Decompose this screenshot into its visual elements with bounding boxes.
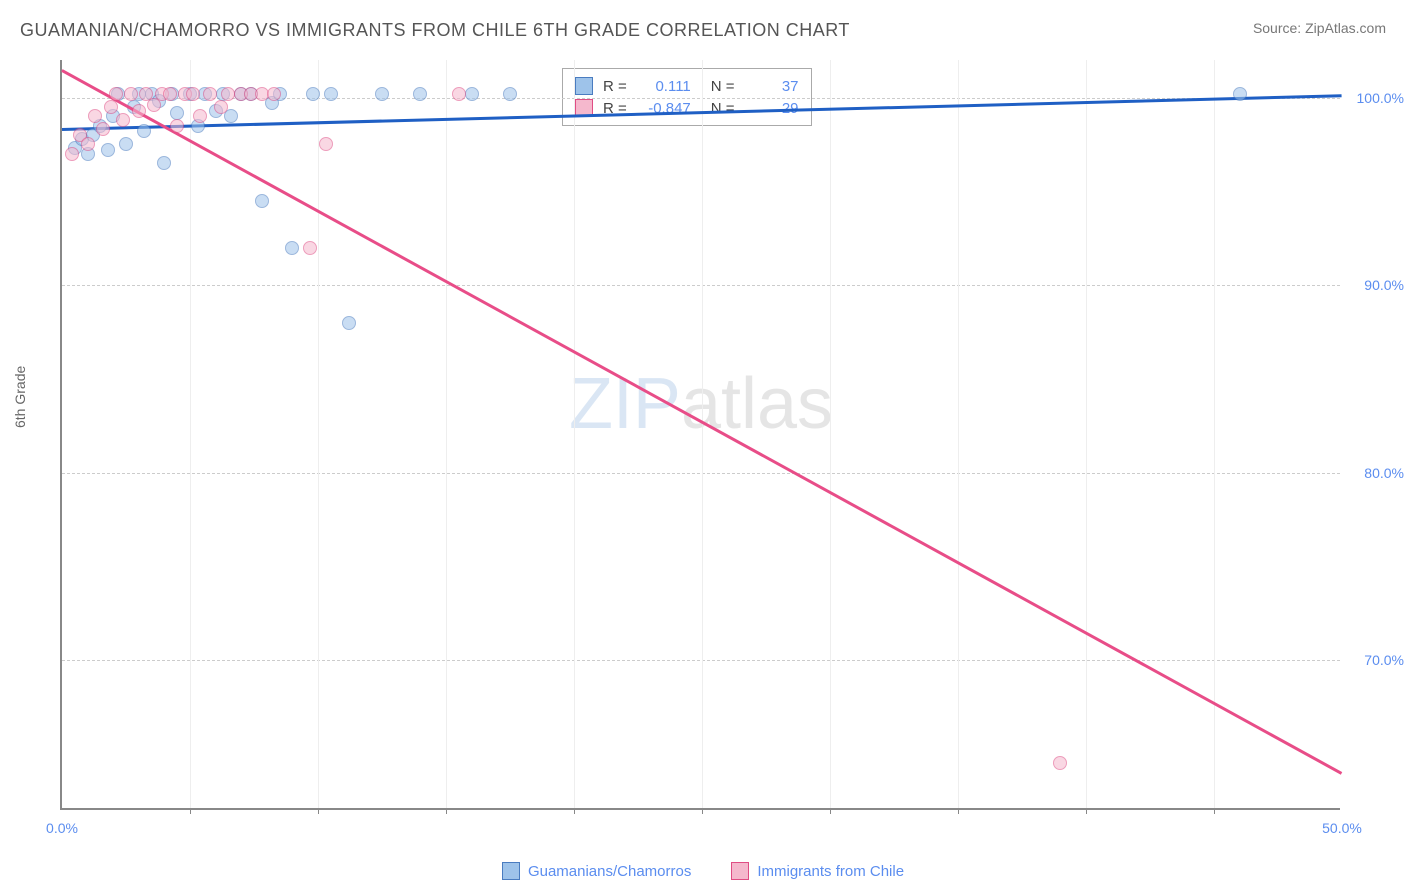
watermark-zip: ZIP bbox=[569, 364, 681, 444]
data-point bbox=[319, 137, 333, 151]
data-point bbox=[193, 109, 207, 123]
n-value: 37 bbox=[745, 78, 799, 95]
data-point bbox=[255, 194, 269, 208]
y-tick-label: 100.0% bbox=[1357, 90, 1404, 106]
gridline-vertical bbox=[446, 60, 447, 808]
y-tick-label: 90.0% bbox=[1364, 277, 1404, 293]
chart-title: GUAMANIAN/CHAMORRO VS IMMIGRANTS FROM CH… bbox=[20, 20, 850, 41]
gridline-vertical bbox=[958, 60, 959, 808]
data-point bbox=[267, 87, 281, 101]
legend-swatch bbox=[731, 862, 749, 880]
data-point bbox=[88, 109, 102, 123]
source-attribution: Source: ZipAtlas.com bbox=[1253, 20, 1386, 36]
x-tick bbox=[702, 808, 703, 814]
data-point bbox=[101, 143, 115, 157]
data-point bbox=[81, 137, 95, 151]
data-point bbox=[96, 122, 110, 136]
bottom-legend-item: Immigrants from Chile bbox=[731, 862, 904, 880]
legend-swatch bbox=[575, 77, 593, 95]
gridline-vertical bbox=[574, 60, 575, 808]
data-point bbox=[109, 87, 123, 101]
data-point bbox=[306, 87, 320, 101]
y-tick-label: 80.0% bbox=[1364, 465, 1404, 481]
data-point bbox=[214, 100, 228, 114]
data-point bbox=[116, 113, 130, 127]
watermark: ZIPatlas bbox=[569, 363, 833, 445]
r-value: 0.111 bbox=[637, 78, 691, 95]
data-point bbox=[104, 100, 118, 114]
data-point bbox=[303, 241, 317, 255]
data-point bbox=[324, 87, 338, 101]
data-point bbox=[375, 87, 389, 101]
bottom-legend-item: Guamanians/Chamorros bbox=[502, 862, 691, 880]
gridline-vertical bbox=[1214, 60, 1215, 808]
x-tick bbox=[574, 808, 575, 814]
data-point bbox=[132, 104, 146, 118]
x-tick-label: 50.0% bbox=[1322, 820, 1362, 836]
gridline-vertical bbox=[830, 60, 831, 808]
legend-swatch bbox=[502, 862, 520, 880]
gridline-horizontal bbox=[62, 473, 1340, 474]
x-tick bbox=[446, 808, 447, 814]
data-point bbox=[413, 87, 427, 101]
y-tick-label: 70.0% bbox=[1364, 652, 1404, 668]
n-label: N = bbox=[711, 100, 735, 117]
gridline-horizontal bbox=[62, 285, 1340, 286]
x-tick bbox=[1086, 808, 1087, 814]
data-point bbox=[65, 147, 79, 161]
data-point bbox=[1233, 87, 1247, 101]
data-point bbox=[170, 119, 184, 133]
r-label: R = bbox=[603, 78, 627, 95]
watermark-atlas: atlas bbox=[681, 364, 833, 444]
data-point bbox=[203, 87, 217, 101]
data-point bbox=[342, 316, 356, 330]
data-point bbox=[465, 87, 479, 101]
stats-legend-row: R = 0.111 N = 37 bbox=[575, 75, 799, 97]
x-tick bbox=[958, 808, 959, 814]
x-tick bbox=[318, 808, 319, 814]
gridline-vertical bbox=[318, 60, 319, 808]
chart-container: GUAMANIAN/CHAMORRO VS IMMIGRANTS FROM CH… bbox=[0, 0, 1406, 892]
data-point bbox=[137, 124, 151, 138]
x-tick bbox=[1214, 808, 1215, 814]
data-point bbox=[186, 87, 200, 101]
gridline-vertical bbox=[1086, 60, 1087, 808]
y-axis-label: 6th Grade bbox=[12, 366, 28, 428]
data-point bbox=[285, 241, 299, 255]
gridline-vertical bbox=[190, 60, 191, 808]
gridline-vertical bbox=[702, 60, 703, 808]
gridline-horizontal bbox=[62, 660, 1340, 661]
data-point bbox=[503, 87, 517, 101]
data-point bbox=[124, 87, 138, 101]
legend-label: Immigrants from Chile bbox=[757, 863, 904, 880]
data-point bbox=[119, 137, 133, 151]
data-point bbox=[1053, 756, 1067, 770]
x-tick bbox=[190, 808, 191, 814]
plot-area: ZIPatlas R =0.111N =37R =-0.847N =29 70.… bbox=[60, 60, 1340, 810]
n-label: N = bbox=[711, 78, 735, 95]
data-point bbox=[157, 156, 171, 170]
data-point bbox=[170, 106, 184, 120]
bottom-legend: Guamanians/Chamorros Immigrants from Chil… bbox=[0, 862, 1406, 884]
data-point bbox=[163, 87, 177, 101]
x-tick bbox=[830, 808, 831, 814]
legend-label: Guamanians/Chamorros bbox=[528, 863, 691, 880]
data-point bbox=[452, 87, 466, 101]
x-tick-label: 0.0% bbox=[46, 820, 78, 836]
